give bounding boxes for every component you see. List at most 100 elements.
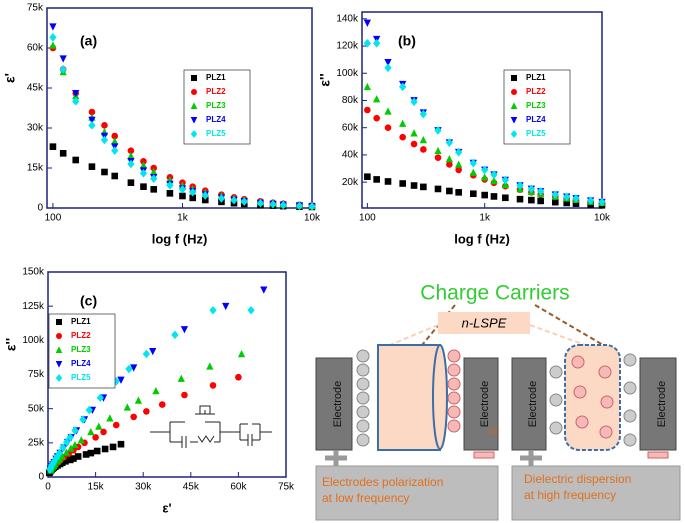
point xyxy=(490,170,498,179)
point xyxy=(399,119,407,127)
minus-sign xyxy=(647,451,669,459)
plot-frame xyxy=(46,7,313,209)
point xyxy=(67,444,75,452)
charges xyxy=(447,349,461,433)
point xyxy=(101,445,109,453)
legend-marker xyxy=(511,89,517,95)
y-tick-label: 75k xyxy=(28,369,45,380)
y-tick-label: 45k xyxy=(27,83,44,94)
x-tick-label: 1k xyxy=(177,213,189,224)
legend-marker xyxy=(56,319,62,325)
diagram-heading: Charge Carriers xyxy=(420,282,569,305)
y-tick-label: 100k xyxy=(22,335,45,346)
point xyxy=(384,107,392,115)
legend-label: PLZ1 xyxy=(526,73,546,82)
electrode-label: Electrode xyxy=(479,381,491,427)
point xyxy=(72,156,80,164)
point xyxy=(82,451,90,458)
point xyxy=(111,132,119,140)
point xyxy=(481,191,488,199)
point xyxy=(434,126,442,135)
point xyxy=(71,440,79,449)
point xyxy=(49,33,57,42)
y-tick-label: 125k xyxy=(22,301,45,312)
y-tick-label: 150k xyxy=(22,267,45,278)
y-tick-label: 30k xyxy=(27,123,44,134)
legend-marker xyxy=(191,75,197,81)
legend-marker xyxy=(190,130,198,138)
point xyxy=(66,456,74,464)
legend-label: PLZ5 xyxy=(71,373,91,382)
circuit xyxy=(150,405,272,448)
point xyxy=(527,184,535,194)
point xyxy=(139,161,148,169)
point xyxy=(149,347,157,356)
y-axis-label: ε'' xyxy=(3,338,19,351)
y-tick-label: 25k xyxy=(28,437,45,448)
legend-marker xyxy=(56,333,62,339)
arrow xyxy=(529,324,586,346)
point xyxy=(481,173,489,181)
point xyxy=(150,168,158,176)
panel-label: (b) xyxy=(398,33,416,49)
point xyxy=(455,147,463,157)
point xyxy=(77,436,85,444)
point xyxy=(125,364,133,374)
x-tick-label: 60k xyxy=(230,482,247,493)
point xyxy=(420,146,427,153)
legend-marker xyxy=(55,361,63,368)
point xyxy=(201,196,209,204)
point xyxy=(206,362,214,370)
point xyxy=(171,330,179,340)
electrode xyxy=(511,357,547,451)
electrode-label: Electrode xyxy=(656,381,668,427)
point xyxy=(384,63,392,73)
point xyxy=(139,169,148,178)
point xyxy=(100,428,107,436)
point xyxy=(109,443,117,451)
point xyxy=(88,116,96,124)
point xyxy=(572,200,580,207)
point xyxy=(384,124,392,131)
point xyxy=(87,427,95,436)
point xyxy=(59,150,67,157)
point xyxy=(150,186,158,193)
plot-frame xyxy=(361,11,603,209)
x-axis-label: log f (Hz) xyxy=(454,231,510,246)
point xyxy=(88,108,96,116)
x-axis-label: ε' xyxy=(162,500,171,515)
charges xyxy=(549,353,637,447)
point xyxy=(384,59,392,67)
point xyxy=(79,415,87,424)
point xyxy=(95,422,103,430)
point xyxy=(256,198,265,208)
legend-label: PLZ4 xyxy=(526,115,546,124)
y-axis-label: ε'' xyxy=(317,73,333,86)
point xyxy=(96,393,104,403)
point xyxy=(127,152,135,160)
point xyxy=(410,182,418,189)
legend-label: PLZ3 xyxy=(526,101,546,110)
point xyxy=(598,197,606,207)
legend-label: PLZ4 xyxy=(71,359,91,368)
plus-sign xyxy=(325,450,347,466)
point xyxy=(469,158,477,168)
point xyxy=(127,147,135,154)
x-tick-label: 100 xyxy=(45,213,62,224)
y-tick-label: 0 xyxy=(37,203,43,214)
point xyxy=(399,133,406,141)
point xyxy=(59,443,67,452)
point xyxy=(181,391,188,399)
point xyxy=(240,197,248,206)
point xyxy=(140,158,147,165)
point xyxy=(308,202,316,211)
point xyxy=(49,143,57,150)
legend-label: PLZ4 xyxy=(206,115,226,124)
point xyxy=(59,55,67,63)
panel-label: (d) xyxy=(488,427,498,436)
legend-label: PLZ5 xyxy=(206,129,226,138)
y-tick-label: 15k xyxy=(27,163,44,174)
point xyxy=(88,121,96,130)
point xyxy=(72,97,80,106)
